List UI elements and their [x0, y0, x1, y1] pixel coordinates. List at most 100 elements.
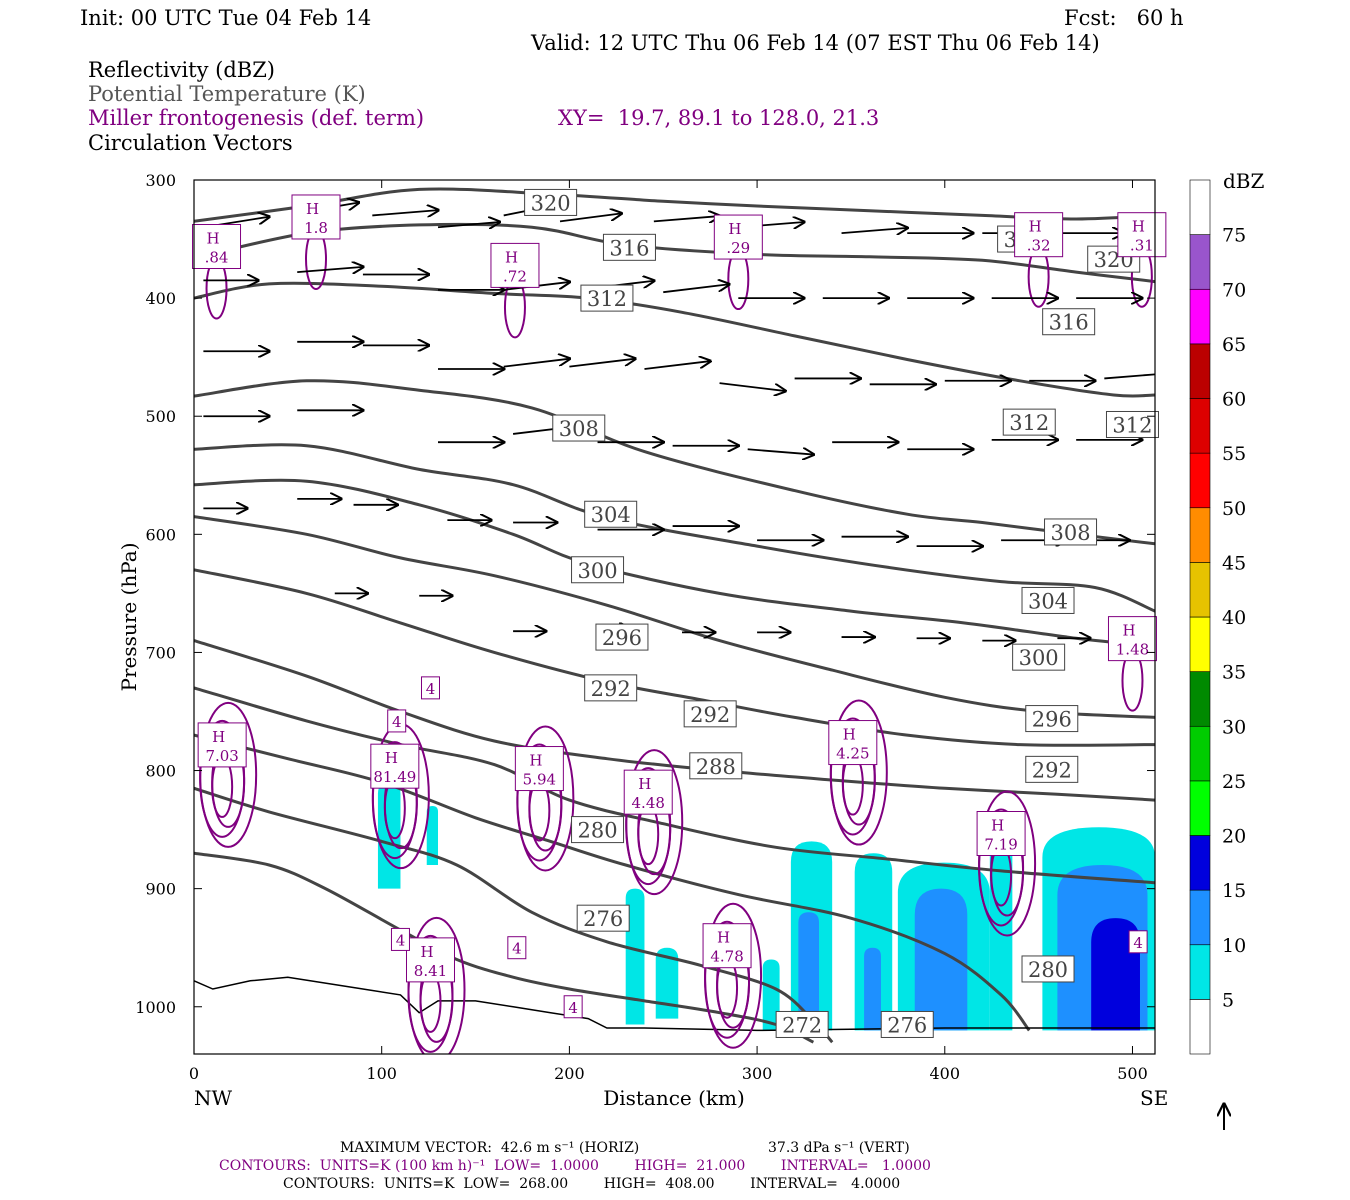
theta-label-296-1: 296	[1032, 708, 1072, 732]
theta-label-304-1: 304	[1028, 589, 1068, 613]
theta-label-312-2: 312	[1112, 413, 1152, 437]
colorbar-label-10: 10	[1222, 935, 1246, 957]
colorbar-swatch-7	[1189, 616, 1211, 672]
fronto-max-letter-10: H	[207, 230, 220, 248]
theta-label-box-304-1	[1021, 586, 1075, 614]
fronto-max-value-13: .32	[1027, 237, 1051, 255]
fronto-max-value-3: 5.94	[523, 771, 556, 789]
fronto-label-box-2	[390, 927, 410, 951]
circulation-vector-14	[297, 267, 363, 272]
fronto-max-value-14: .31	[1130, 237, 1154, 255]
contour-info-theta: CONTOURS: UNITS=K LOW= 268.00 HIGH= 408.…	[283, 1176, 901, 1192]
circulation-vector-3	[437, 222, 500, 227]
fronto-max-letter-3: H	[529, 752, 542, 770]
colorbar-label-65: 65	[1222, 334, 1246, 356]
circulation-vector-29	[503, 359, 570, 368]
theta-label-box-276-1	[880, 1010, 934, 1038]
circulation-vector-19	[663, 284, 729, 294]
colorbar-swatch-12	[1189, 343, 1211, 399]
theta-label-288-0: 288	[696, 755, 736, 779]
theta-contour-308	[194, 379, 1155, 546]
forecast-hour: Fcst: 60 h	[1064, 6, 1184, 30]
colorbar-swatch-5	[1189, 725, 1211, 782]
valid-time: Valid: 12 UTC Thu 06 Feb 14 (07 EST Thu …	[531, 31, 1100, 55]
fronto-contour-3-3	[516, 725, 575, 872]
colorbar-label-60: 60	[1222, 389, 1246, 411]
colorbar-label-20: 20	[1222, 826, 1246, 848]
fronto-max-value-4: 4.48	[632, 794, 665, 812]
theta-label-box-288-0	[689, 752, 743, 780]
circulation-vector-5	[559, 213, 622, 223]
circulation-vector-30	[569, 359, 635, 368]
fronto-max-box-2	[405, 937, 455, 983]
reflectivity-cell-4	[762, 959, 780, 1031]
max-vector-horiz: MAXIMUM VECTOR: 42.6 m s⁻¹ (HORIZ)	[340, 1140, 640, 1156]
fronto-max-letter-5: H	[717, 929, 730, 947]
fronto-contour-7-3	[978, 790, 1037, 937]
circulation-vector-37	[1104, 373, 1155, 380]
theta-label-box-300-1	[1012, 643, 1066, 671]
circulation-vector-44	[747, 449, 814, 454]
theta-label-box-308-0	[552, 414, 606, 442]
theta-label-316-2: 316	[1049, 311, 1089, 335]
fronto-contour-5-3	[704, 902, 763, 1049]
fronto-max-value-10: .84	[205, 249, 229, 267]
fronto-max-box-6	[828, 720, 878, 766]
y-tick-label-300: 300	[145, 171, 176, 190]
reflectivity-cell-3	[655, 947, 679, 1019]
fronto-contour-4-3	[625, 749, 684, 896]
fronto-max-box-9	[291, 194, 341, 240]
theta-label-276-1: 276	[887, 1013, 927, 1037]
colorbar-swatch-14	[1189, 234, 1211, 290]
fronto-max-value-6: 4.25	[836, 745, 869, 763]
fronto-max-value-8: 1.48	[1116, 641, 1149, 659]
x-tick-label-300: 300	[742, 1064, 773, 1083]
reflectivity-cell-1	[426, 805, 439, 866]
theta-label-292-1: 292	[690, 703, 730, 727]
colorbar-swatch-11	[1189, 398, 1211, 454]
theta-label-box-292-2	[1025, 755, 1079, 783]
colorbar-swatch-10	[1189, 452, 1211, 509]
theta-label-box-292-1	[683, 700, 737, 728]
y-axis-label: Pressure (hPa)	[117, 543, 141, 692]
circulation-vector-2	[372, 210, 438, 215]
y-tick-label-400: 400	[145, 289, 176, 308]
colorbar-label-25: 25	[1222, 771, 1246, 793]
colorbar-swatch-9	[1189, 507, 1211, 563]
x-tick-label-500: 500	[1117, 1064, 1148, 1083]
theta-contour-280	[194, 733, 1031, 1032]
theta-label-292-0: 292	[591, 677, 631, 701]
fronto-contour-0-3	[199, 701, 258, 848]
fronto-max-value-11: .72	[503, 267, 527, 285]
fronto-max-value-7: 7.19	[984, 836, 1017, 854]
fronto-max-value-0: 7.03	[205, 747, 238, 765]
colorbar-label-55: 55	[1222, 443, 1246, 465]
reflectivity-cell-6	[798, 912, 820, 1031]
x-axis-left-label: NW	[194, 1086, 233, 1110]
fronto-label-4: 4	[568, 999, 578, 1017]
theta-label-312-1: 312	[1009, 411, 1049, 435]
x-axis-right-label: SE	[1140, 1086, 1168, 1110]
colorbar-swatch-1	[1189, 944, 1211, 1000]
colorbar-label-5: 5	[1222, 989, 1234, 1011]
fronto-max-box-5	[702, 923, 752, 969]
theta-contour-304	[194, 443, 1155, 613]
fronto-label-0: 4	[392, 713, 402, 731]
terrain-line	[194, 976, 1155, 1032]
fronto-max-letter-4: H	[638, 775, 651, 793]
fronto-max-value-9: 1.8	[304, 219, 328, 237]
reflectivity-cell-2	[625, 888, 645, 1025]
theta-contour-312	[194, 281, 1155, 398]
colorbar-label-75: 75	[1222, 225, 1246, 247]
fronto-max-letter-14: H	[1132, 218, 1145, 236]
fronto-max-box-13	[1014, 212, 1064, 258]
theta-label-280-0: 280	[577, 819, 617, 843]
theta-label-320-0: 320	[531, 191, 571, 215]
theta-label-276-0: 276	[583, 907, 623, 931]
colorbar-label-50: 50	[1222, 498, 1246, 520]
theta-label-box-316-0	[602, 233, 656, 261]
theta-contour-300	[194, 478, 1155, 648]
fronto-max-box-7	[976, 811, 1026, 856]
fronto-label-3: 4	[512, 940, 522, 958]
colorbar-swatch-0	[1189, 999, 1211, 1055]
